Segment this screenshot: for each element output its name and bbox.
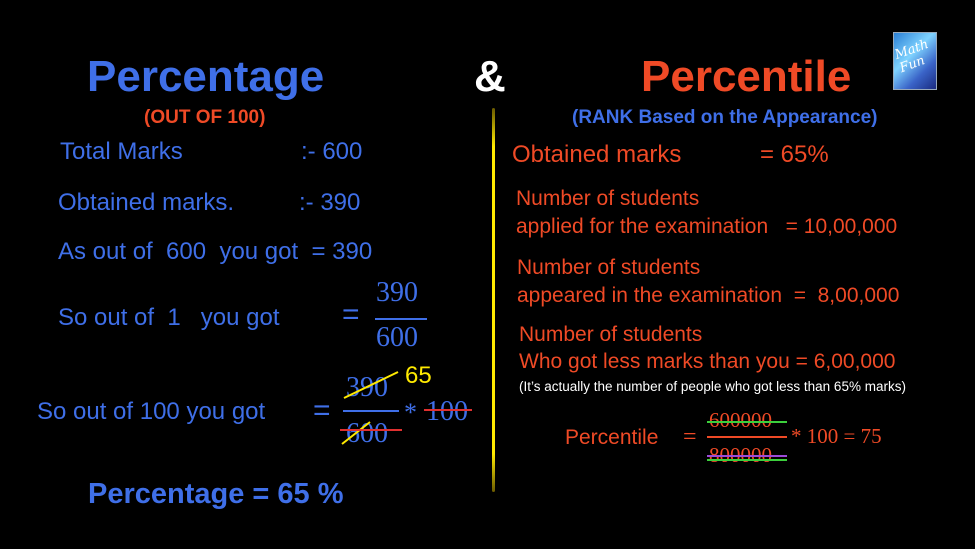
out-of-100-label: So out of 100 you got	[37, 398, 266, 425]
denominator-strike-green	[707, 459, 787, 461]
percentile-tail: * 100 = 75	[791, 424, 882, 448]
percentile-label: Percentile	[565, 426, 659, 449]
percentile-equals: =	[683, 424, 697, 450]
channel-logo: Math Fun	[893, 32, 937, 90]
less-marks-line-2: Who got less marks than you = 6,00,000	[519, 350, 896, 373]
ampersand: &	[474, 52, 506, 101]
cancel-result-65: 65	[405, 362, 432, 389]
obtained-marks-label: Obtained marks.	[58, 189, 235, 216]
numerator-strike	[707, 421, 787, 423]
right-obtained-value: = 65%	[760, 141, 829, 168]
times-sign: *	[404, 398, 417, 427]
right-title: Percentile	[641, 52, 852, 101]
less-marks-line-1: Number of students	[519, 323, 703, 346]
total-marks-value: :- 600	[301, 138, 363, 165]
fraction-2-bar	[343, 410, 399, 412]
fraction-1-numerator: 390	[376, 277, 418, 308]
denominator-cancel-stroke	[341, 421, 371, 445]
applied-line-1: Number of students	[516, 187, 700, 210]
hundred-value: 100	[426, 396, 468, 427]
percentile-fraction-bar	[707, 436, 787, 438]
percentage-result: Percentage = 65 %	[88, 478, 344, 510]
total-marks-label: Total Marks	[60, 138, 183, 165]
applied-line-2: applied for the examination = 10,00,000	[516, 215, 898, 238]
right-obtained-label: Obtained marks	[512, 141, 682, 168]
out-of-600-line: As out of 600 you got = 390	[58, 238, 373, 265]
numerator-cancel-stroke	[343, 371, 399, 399]
out-of-1-label: So out of 1 you got	[58, 304, 280, 331]
right-subtitle: (RANK Based on the Appearance)	[572, 107, 878, 128]
left-title: Percentage	[87, 52, 325, 101]
denominator-strike-purple	[707, 455, 787, 457]
obtained-marks-value: :- 390	[299, 189, 361, 216]
footnote: (It’s actually the number of people who …	[519, 379, 906, 394]
cancellation-strokes	[340, 371, 472, 445]
divider-line	[492, 108, 495, 492]
fraction-1-bar	[375, 318, 427, 320]
fraction-1-denominator: 600	[376, 322, 418, 353]
percentile-numerator: 600000	[709, 408, 772, 432]
equals-sign-1: =	[342, 298, 360, 331]
appeared-line-2: appeared in the examination = 8,00,000	[517, 284, 900, 307]
equals-sign-2: =	[313, 394, 331, 427]
left-subtitle: (OUT OF 100)	[144, 107, 266, 128]
appeared-line-1: Number of students	[517, 256, 701, 279]
